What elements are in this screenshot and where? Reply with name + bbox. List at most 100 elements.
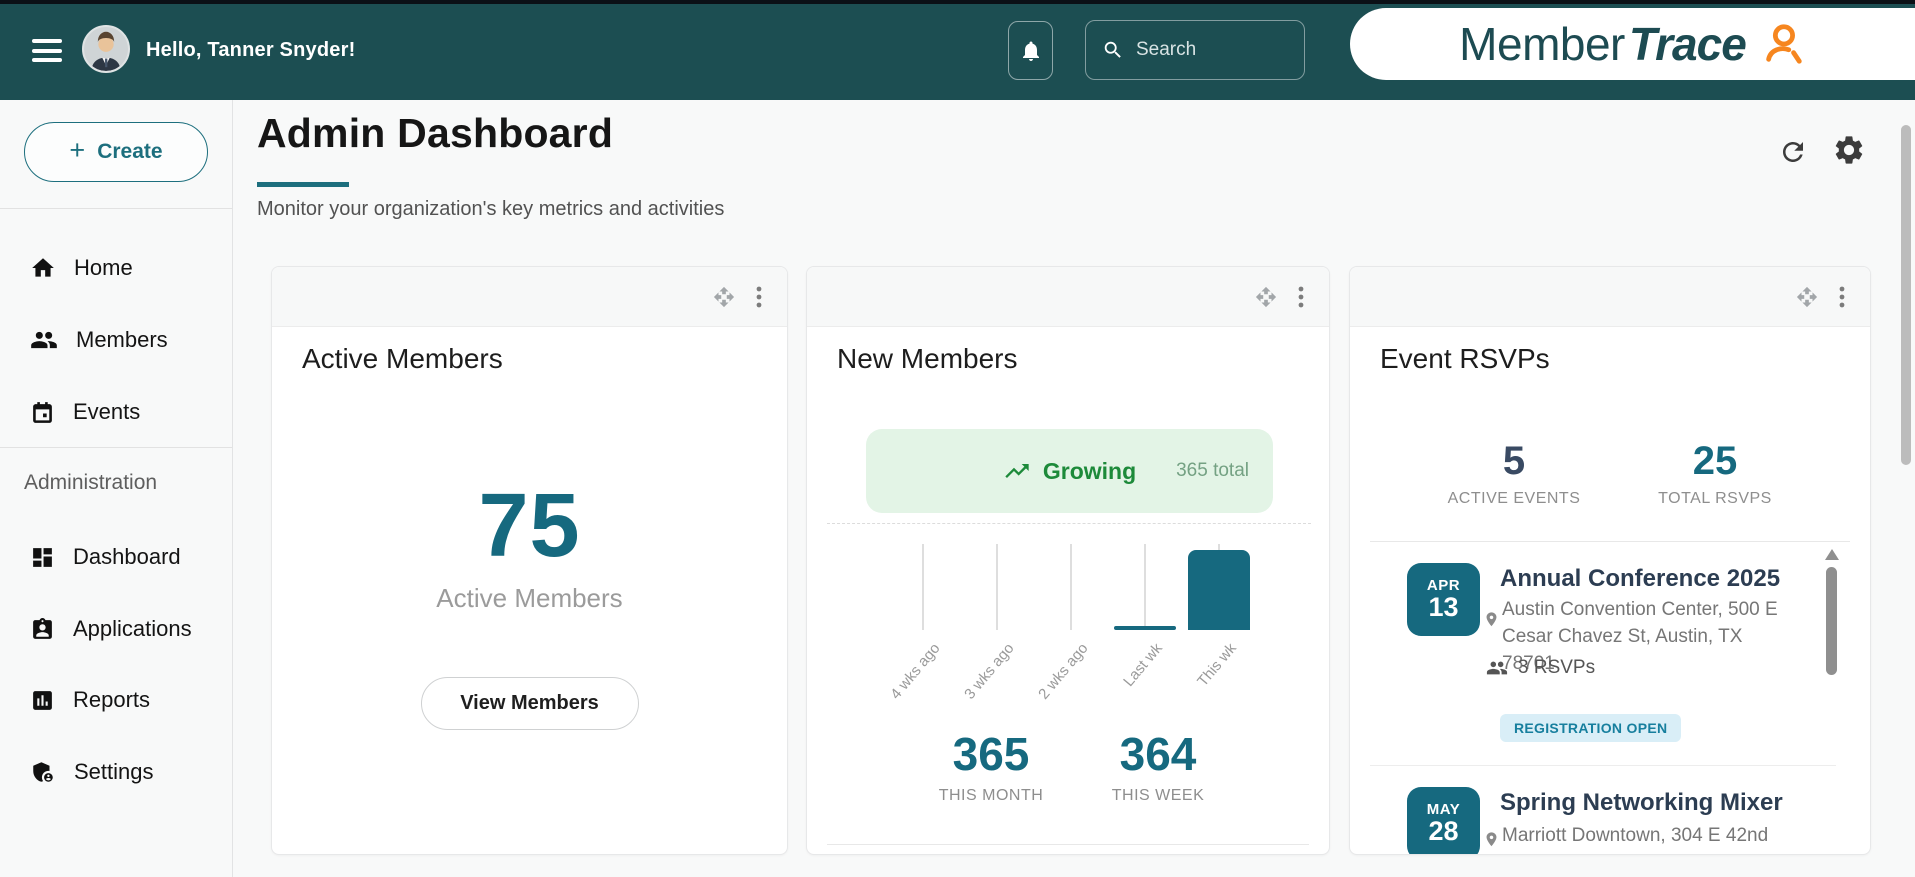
- refresh-icon: [1783, 142, 1803, 162]
- stat-this-week: 364 THIS WEEK: [1073, 727, 1243, 805]
- sidebar-item-home[interactable]: Home: [0, 240, 232, 296]
- list-scrollbar-up-arrow[interactable]: [1825, 549, 1839, 560]
- page-scrollbar[interactable]: [1901, 125, 1911, 465]
- stat-label: THIS WEEK: [1111, 787, 1205, 804]
- growth-badge: Growing 365 total: [866, 429, 1273, 513]
- refresh-button[interactable]: [1772, 131, 1814, 173]
- home-icon: [32, 258, 54, 277]
- chart-guide-line: [1144, 544, 1146, 630]
- card-divider: [1370, 541, 1850, 542]
- chart-category-label: 3 wks ago: [961, 640, 1019, 703]
- sidebar-item-members[interactable]: Members: [0, 312, 232, 368]
- event-date-box: APR 13: [1407, 563, 1480, 636]
- stat-label: THIS MONTH: [938, 787, 1044, 804]
- drag-handle-icon[interactable]: [1255, 286, 1277, 313]
- dashboard-settings-button[interactable]: [1828, 129, 1870, 171]
- dashboard-icon: [33, 547, 52, 567]
- logo-text-member: Member: [1459, 18, 1625, 70]
- event-date-box: MAY 28: [1407, 787, 1480, 854]
- search-box: [1085, 20, 1305, 80]
- sidebar-section-administration: Administration: [24, 471, 158, 494]
- view-members-button[interactable]: View Members: [420, 677, 639, 730]
- chart-guide-line: [922, 544, 924, 630]
- shield-gear-icon: [33, 762, 53, 782]
- page-subtitle: Monitor your organization's key metrics …: [257, 198, 725, 220]
- card-title: Active Members: [302, 343, 503, 374]
- stat-value: 25: [1692, 439, 1738, 483]
- event-title: Spring Networking Mixer: [1500, 789, 1783, 816]
- chart-bar: [1188, 550, 1250, 630]
- event-month: MAY: [1426, 800, 1461, 818]
- location-pin-icon: [1483, 611, 1500, 633]
- logo-text-trace: Trace: [1628, 18, 1747, 70]
- stat-value: 364: [1119, 728, 1197, 780]
- stat-active-events: 5 ACTIVE EVENTS: [1429, 439, 1599, 508]
- more-options-icon[interactable]: [1830, 284, 1854, 310]
- sidebar-item-label: Reports: [73, 687, 151, 712]
- card-header: [1350, 267, 1870, 327]
- new-members-chart: 4 wks ago 3 wks ago 2 wks ago Last wk This w…: [827, 523, 1311, 733]
- badge-icon: [33, 617, 52, 639]
- card-title: New Members: [837, 343, 1018, 374]
- growth-badge-label: Growing: [1042, 457, 1137, 484]
- sidebar-divider: [0, 447, 232, 448]
- active-members-caption: Active Members: [436, 583, 623, 613]
- new-members-card: New Members Growing 365 total 4 wks ago 3…: [806, 266, 1330, 855]
- event-rsvp-count: 3 RSVPs: [1486, 657, 1595, 679]
- location-pin-icon: [1483, 831, 1500, 853]
- event-day: 28: [1428, 815, 1459, 846]
- card-header: [272, 267, 787, 327]
- notifications-button[interactable]: [1008, 21, 1053, 80]
- stat-value: 5: [1502, 439, 1526, 483]
- top-bar: Hello, Tanner Snyder! Member Trace: [0, 0, 1915, 100]
- create-button-label: Create: [97, 140, 163, 163]
- event-location: Marriott Downtown, 304 E 42nd: [1502, 825, 1769, 846]
- list-scrollbar-thumb[interactable]: [1826, 567, 1837, 675]
- sidebar-item-reports[interactable]: Reports: [0, 672, 232, 728]
- more-options-icon[interactable]: [1289, 284, 1313, 310]
- stat-value: 365: [952, 728, 1030, 780]
- chart-bar: [1114, 626, 1176, 630]
- sidebar: + Create Home Members Events Administrat…: [0, 100, 233, 877]
- chart-category-label: Last wk: [1120, 640, 1167, 690]
- sidebar-divider: [0, 208, 232, 209]
- person-icon: [1766, 24, 1802, 64]
- list-divider: [1370, 765, 1836, 766]
- sidebar-item-applications[interactable]: Applications: [0, 601, 232, 657]
- page-title: Admin Dashboard: [257, 110, 614, 156]
- growth-badge-total: 365 total: [1176, 460, 1249, 481]
- chart-guide-line: [1070, 544, 1072, 630]
- bell-icon: [1022, 41, 1039, 61]
- window-top-strip: [0, 0, 1915, 4]
- search-input[interactable]: [1136, 39, 1286, 61]
- people-icon: [1486, 661, 1508, 675]
- event-month: APR: [1426, 576, 1461, 594]
- sidebar-item-events[interactable]: Events: [0, 384, 232, 440]
- sidebar-item-dashboard[interactable]: Dashboard: [0, 529, 232, 585]
- plus-icon: +: [69, 135, 86, 165]
- sidebar-item-label: Applications: [73, 616, 192, 641]
- stat-this-month: 365 THIS MONTH: [906, 727, 1076, 805]
- sidebar-item-label: Settings: [74, 759, 154, 784]
- title-underline: [257, 182, 349, 187]
- menu-icon[interactable]: [32, 39, 62, 62]
- people-icon: [31, 331, 57, 349]
- more-options-icon[interactable]: [747, 284, 771, 310]
- event-rsvps-card: Event RSVPs 5 ACTIVE EVENTS 25 TOTAL RSV…: [1349, 266, 1871, 855]
- sidebar-item-settings[interactable]: Settings: [0, 744, 232, 800]
- avatar[interactable]: [82, 25, 130, 73]
- stat-label: TOTAL RSVPS: [1658, 490, 1772, 507]
- avatar-image: [84, 27, 128, 71]
- registration-status-badge: REGISTRATION OPEN: [1500, 714, 1682, 742]
- drag-handle-icon[interactable]: [1796, 286, 1818, 313]
- card-title: Event RSVPs: [1380, 343, 1550, 374]
- chart-category-label: 4 wks ago: [887, 640, 945, 703]
- card-divider: [827, 844, 1309, 845]
- create-button[interactable]: + Create: [24, 122, 208, 182]
- sidebar-item-label: Dashboard: [73, 544, 181, 569]
- event-title: Annual Conference 2025: [1500, 565, 1781, 592]
- drag-handle-icon[interactable]: [713, 286, 735, 313]
- logo[interactable]: Member Trace: [1350, 8, 1915, 80]
- active-members-count: 75: [478, 476, 581, 576]
- chart-category-label: 2 wks ago: [1035, 640, 1093, 703]
